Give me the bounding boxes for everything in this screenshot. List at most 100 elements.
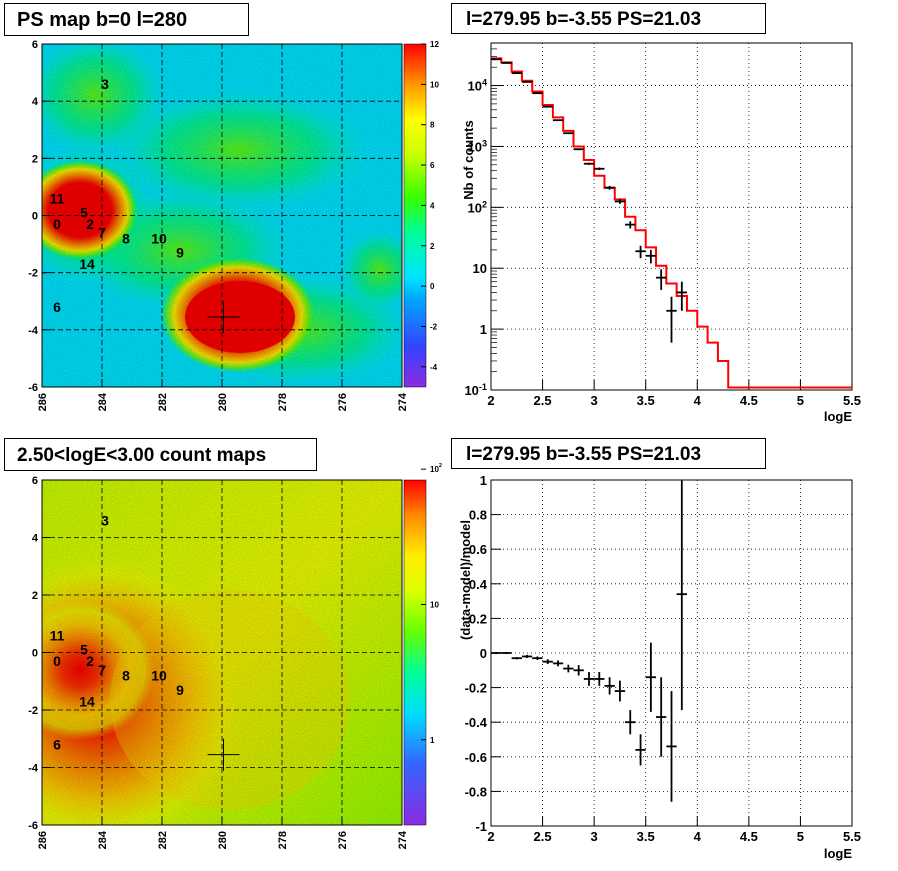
y-tick-label: 1 — [480, 473, 487, 488]
x-tick-label: 280 — [217, 393, 229, 411]
colorbar-tick-label: 2 — [430, 242, 435, 251]
residual-data-points — [491, 480, 687, 802]
source-label: 3 — [101, 512, 109, 528]
data-point — [656, 677, 667, 757]
source-label: 11 — [50, 627, 65, 643]
data-point — [573, 665, 584, 676]
count-map-colorbar-ticks: 1 10 102 — [421, 463, 442, 745]
data-point — [532, 92, 543, 95]
y-tick-label: 6 — [32, 475, 38, 487]
data-point — [532, 656, 543, 660]
y-tick-label: -0.6 — [465, 750, 487, 765]
spectrum-model-histogram — [491, 57, 852, 389]
data-point — [666, 296, 677, 343]
data-point — [645, 642, 657, 712]
y-tick-label: 0.2 — [469, 611, 487, 626]
x-tick-label: 274 — [397, 830, 409, 849]
y-tick-label: 102 — [467, 199, 487, 215]
ps-map-heatmap — [42, 44, 402, 387]
x-tick-label: 2 — [487, 829, 494, 844]
source-label: 7 — [98, 662, 106, 678]
count-map-colorbar — [404, 480, 426, 825]
data-point — [625, 710, 636, 735]
source-label: 8 — [122, 668, 130, 684]
data-point — [501, 651, 512, 655]
colorbar-tick-label: 8 — [430, 121, 435, 130]
data-point — [552, 660, 564, 667]
data-point — [676, 480, 687, 711]
source-label: 0 — [53, 653, 61, 669]
data-point — [645, 249, 657, 264]
colorbar-tick-label: 1 — [430, 736, 435, 745]
data-point — [542, 659, 553, 665]
y-tick-label: 104 — [467, 78, 487, 94]
y-tick-label: 0 — [32, 648, 38, 660]
colorbar-tick-label: -2 — [430, 322, 438, 331]
y-tick-label: -6 — [28, 820, 38, 832]
y-tick-label: 0.4 — [469, 577, 488, 592]
y-tick-label: 10 — [473, 261, 487, 276]
x-tick-label: 4.5 — [740, 393, 758, 408]
y-tick-label: 4 — [32, 533, 39, 545]
count-map-title: 2.50<logE<3.00 count maps — [4, 438, 317, 471]
data-point — [625, 221, 636, 229]
source-label: 10 — [151, 230, 167, 246]
data-point — [594, 167, 605, 171]
x-tick-label: 284 — [97, 830, 109, 849]
x-tick-label: 3 — [591, 829, 598, 844]
x-tick-label: 278 — [277, 831, 289, 849]
x-tick-label: 276 — [337, 393, 349, 411]
source-label: 0 — [53, 216, 61, 232]
source-label: 3 — [101, 76, 109, 92]
colorbar-tick-label: 12 — [430, 40, 439, 49]
data-point — [563, 132, 574, 135]
x-tick-label: 286 — [37, 393, 49, 411]
x-tick-label: 280 — [217, 831, 229, 849]
source-label: 9 — [176, 245, 184, 261]
y-tick-label: 1 — [480, 322, 487, 337]
data-point — [604, 185, 615, 190]
data-point — [542, 105, 553, 108]
data-point — [521, 654, 533, 659]
ps-map-source-labels: 3 11 5 0 27 8 10 9 14 6 — [50, 76, 185, 315]
y-tick-label: 0.6 — [469, 542, 487, 557]
data-point — [614, 680, 626, 702]
y-tick-label: -4 — [28, 325, 39, 337]
y-tick-label: 0 — [480, 646, 487, 661]
x-tick-label: 2.5 — [534, 829, 552, 844]
colorbar-tick-label: 102 — [430, 463, 442, 474]
source-label: 6 — [53, 299, 61, 315]
y-tick-label: 2 — [32, 590, 38, 602]
source-label: 11 — [50, 190, 65, 206]
source-label: 7 — [98, 225, 106, 241]
data-point — [656, 269, 667, 290]
residual-axes: 2 2.5 3 3.5 4 4.5 5 5.5 -1 -0.8 -0.6 -0.4 -0.2 0 0.2 0.… — [465, 473, 861, 844]
ps-map-title: PS map b=0 l=280 — [4, 3, 249, 36]
x-tick-label: 276 — [337, 831, 349, 849]
source-label: 5 — [80, 642, 88, 658]
y-tick-label: -2 — [28, 705, 38, 717]
colorbar-tick-label: 10 — [430, 80, 439, 89]
data-point — [635, 245, 646, 259]
spectrum-ylabel: Nb of counts — [461, 120, 476, 199]
source-label: 14 — [79, 693, 95, 709]
data-point — [583, 672, 595, 686]
y-tick-label: -0.2 — [465, 681, 487, 696]
y-tick-label: -6 — [28, 382, 38, 394]
y-tick-label: -0.4 — [465, 715, 488, 730]
source-label: 6 — [53, 737, 61, 753]
data-point — [511, 656, 522, 660]
y-tick-label: 4 — [32, 96, 39, 108]
colorbar-tick-label: 4 — [430, 201, 435, 210]
y-tick-label: 6 — [32, 39, 38, 51]
data-point — [573, 148, 584, 151]
data-point — [676, 281, 687, 311]
x-tick-label: 2 — [487, 393, 494, 408]
colorbar-tick-label: -4 — [430, 363, 438, 372]
data-point — [552, 119, 564, 122]
